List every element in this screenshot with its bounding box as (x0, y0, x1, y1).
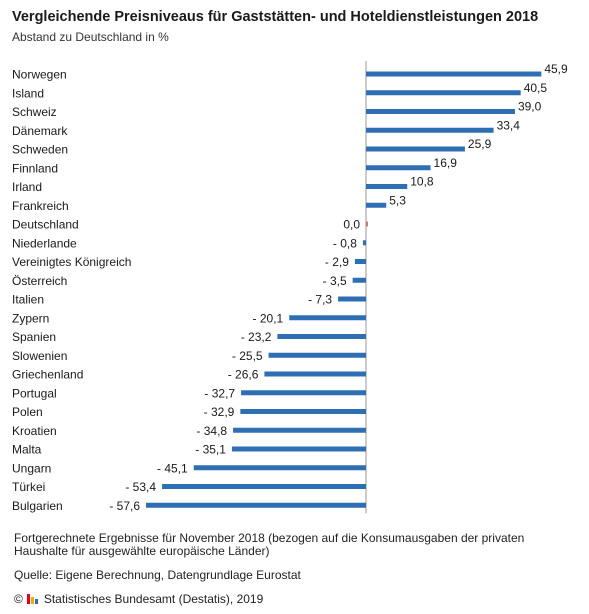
bar (231, 446, 366, 452)
bar (366, 184, 408, 189)
value-label: 45,9 (544, 62, 568, 76)
category-label: Malta (12, 443, 42, 457)
category-label: Ungarn (12, 461, 51, 475)
value-label: 0,0 (343, 218, 360, 232)
value-label: - 26,6 (228, 368, 259, 382)
value-label: - 34,8 (196, 424, 227, 438)
bar (146, 502, 366, 508)
category-label: Deutschland (12, 218, 79, 232)
bar (362, 240, 366, 246)
copyright-text: Statistisches Bundesamt (Destatis), 2019 (43, 592, 264, 606)
value-label: 25,9 (468, 137, 492, 151)
bar (366, 221, 368, 227)
bar (289, 315, 366, 321)
footnote: Fortgerechnete Ergebnisse für November 2… (14, 531, 525, 558)
value-label: - 32,7 (204, 386, 235, 400)
category-label: Schweiz (12, 105, 57, 119)
category-label: Frankreich (12, 199, 69, 213)
bar-chart: Norwegen 45,9 Island 40,5 Schweiz 39,0 Dänemar… (12, 61, 568, 514)
value-label: - 35,1 (195, 443, 226, 457)
bar (366, 127, 494, 133)
category-label: Zypern (12, 311, 49, 325)
bar (354, 259, 366, 264)
category-label: Österreich (12, 274, 67, 288)
value-label: 40,5 (524, 81, 548, 95)
value-label: - 57,6 (109, 499, 140, 513)
bar (162, 484, 366, 489)
bar (240, 409, 366, 414)
bar (352, 277, 366, 283)
category-label: Vereinigtes Königreich (12, 255, 131, 269)
category-label: Italien (12, 293, 44, 307)
value-label: - 2,9 (325, 255, 349, 269)
value-label: - 23,2 (241, 330, 272, 344)
category-label: Slowenien (12, 349, 67, 363)
source-note: Quelle: Eigene Berechnung, Datengrundlag… (14, 568, 301, 582)
value-label: 5,3 (389, 193, 406, 207)
bar (366, 202, 387, 208)
bar (338, 296, 366, 302)
bar (193, 465, 366, 471)
value-label: - 3,5 (323, 274, 347, 288)
copyright-line: © Statistisches Bundesamt (Destatis), 201… (14, 592, 263, 606)
destatis-logo-icon (26, 594, 38, 604)
value-label: 10,8 (410, 175, 434, 189)
category-label: Niederlande (12, 236, 77, 250)
category-label: Portugal (12, 386, 57, 400)
value-label: - 7,3 (308, 293, 332, 307)
category-label: Schweden (12, 143, 68, 157)
bar (264, 371, 366, 377)
category-label: Norwegen (12, 68, 67, 82)
copyright-symbol: © (14, 592, 23, 606)
category-label: Irland (12, 180, 42, 194)
bar (366, 90, 521, 96)
value-label: - 53,4 (125, 480, 156, 494)
bar (366, 71, 542, 77)
value-label: 33,4 (497, 118, 521, 132)
bar (277, 334, 366, 339)
bar (268, 352, 366, 358)
category-label: Dänemark (12, 124, 68, 138)
bar (366, 165, 431, 171)
value-label: - 0,8 (333, 236, 357, 250)
category-label: Bulgarien (12, 499, 63, 513)
chart-title: Vergleichende Preisniveaus für Gaststätt… (12, 9, 539, 25)
category-label: Island (12, 86, 44, 100)
value-label: 16,9 (434, 156, 458, 170)
bar (366, 146, 465, 152)
bar (233, 427, 366, 433)
value-label: - 25,5 (232, 349, 263, 363)
bar (366, 109, 515, 114)
category-label: Griechenland (12, 368, 83, 382)
bar (241, 390, 366, 396)
category-label: Spanien (12, 330, 56, 344)
category-label: Kroatien (12, 424, 57, 438)
value-label: - 20,1 (253, 311, 284, 325)
value-label: 39,0 (518, 100, 542, 114)
category-label: Polen (12, 405, 43, 419)
chart-subtitle: Abstand zu Deutschland in % (12, 30, 169, 44)
value-label: - 45,1 (157, 461, 188, 475)
category-label: Finnland (12, 161, 58, 175)
value-label: - 32,9 (204, 405, 235, 419)
category-label: Türkei (12, 480, 45, 494)
